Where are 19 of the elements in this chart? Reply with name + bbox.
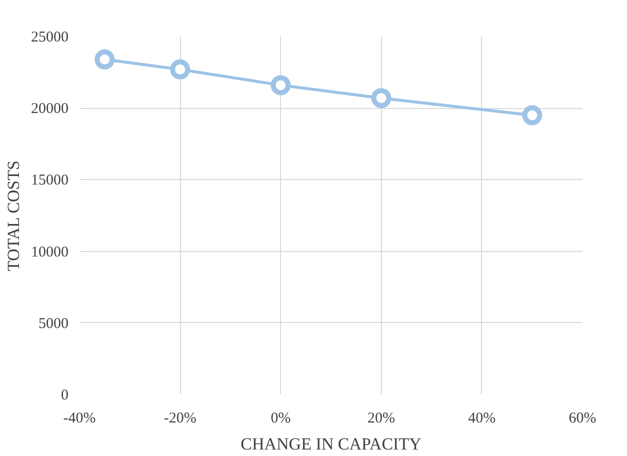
y-tick-label: 0	[61, 388, 68, 404]
y-axis-title: TOTAL COSTS	[4, 160, 23, 272]
point	[371, 88, 392, 108]
point	[94, 49, 115, 70]
y-tick-label: 5000	[38, 316, 68, 332]
x-tick-label: 40%	[468, 410, 496, 426]
x-tick-label: 60%	[568, 410, 596, 426]
point	[522, 105, 542, 126]
y-tick-label: 20000	[31, 101, 68, 118]
y-tick-label: 25000	[31, 30, 68, 46]
y-tick-label: 15000	[31, 172, 68, 189]
x-tick-label: 20%	[368, 410, 396, 426]
x-tick-label: 0%	[270, 410, 291, 426]
point	[170, 59, 190, 80]
x-tick-label: -20%	[164, 410, 196, 426]
y-tick-label: 10000	[31, 244, 68, 260]
x-tick-label: -40%	[63, 410, 96, 426]
point	[270, 75, 291, 96]
x-axis-title: CHANGE IN CAPACITY	[240, 434, 422, 454]
